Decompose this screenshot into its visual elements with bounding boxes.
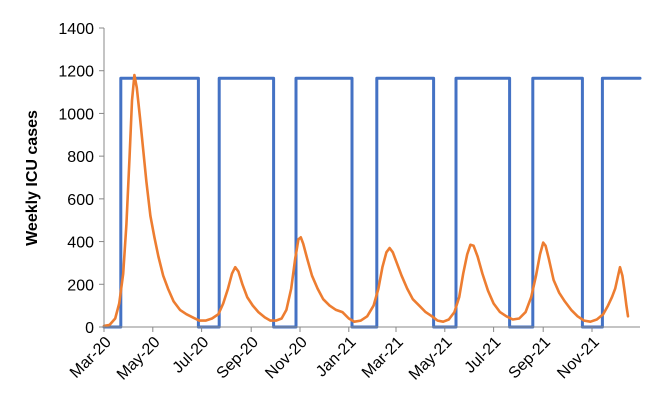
x-axis-ticks: Mar-20 May-20 Jul-20 Sep-20 Nov-20 Jan-21 Mar-… xyxy=(67,327,603,384)
y-axis-ticks: 0 200 400 600 800 1000 1200 1400 xyxy=(58,21,104,337)
x-tick-label: May-20 xyxy=(114,334,164,384)
x-tick-label: Nov-21 xyxy=(554,334,603,383)
y-tick-label: 1000 xyxy=(58,106,94,123)
x-tick-label: Jul-20 xyxy=(170,334,213,377)
y-tick-label: 400 xyxy=(67,235,94,252)
y-tick-label: 800 xyxy=(67,149,94,166)
y-axis-title: Weekly ICU cases xyxy=(24,110,41,246)
x-tick-label: Jul-21 xyxy=(462,334,505,377)
y-tick-label: 600 xyxy=(67,192,94,209)
series-layer xyxy=(102,73,642,329)
x-tick-label: Mar-21 xyxy=(359,334,407,382)
x-tick-label: Jan-21 xyxy=(313,334,360,381)
y-tick-label: 0 xyxy=(85,320,94,337)
y-tick-label: 200 xyxy=(67,277,94,294)
x-tick-label: Nov-20 xyxy=(262,334,311,383)
x-tick-label: Sep-21 xyxy=(506,334,555,383)
series-line-orange xyxy=(102,73,630,328)
series-line-blue-step xyxy=(102,76,642,329)
x-tick-label: Sep-20 xyxy=(214,334,263,383)
x-tick-label: Mar-20 xyxy=(67,334,115,382)
y-tick-label: 1400 xyxy=(58,21,94,38)
x-tick-label: May-21 xyxy=(406,334,456,384)
plot-area xyxy=(102,28,642,329)
y-tick-label: 1200 xyxy=(58,64,94,81)
